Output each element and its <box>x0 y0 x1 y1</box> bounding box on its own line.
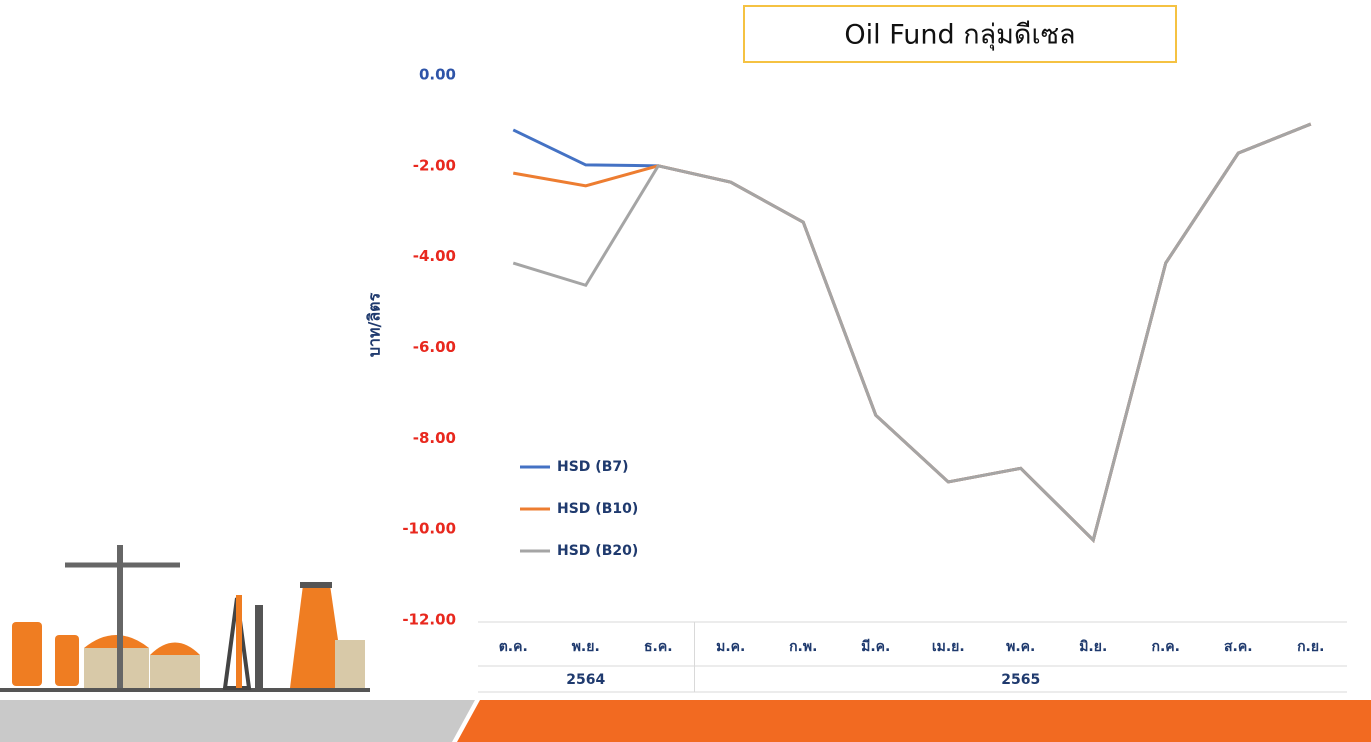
x-tick-label: ม.ค. <box>716 639 745 655</box>
x-tick-label: ก.พ. <box>789 639 817 655</box>
x-tick-label: ส.ค. <box>1224 639 1253 655</box>
series-line <box>512 122 1312 543</box>
legend-label: HSD (B20) <box>557 543 638 559</box>
y-tick-label: -4.00 <box>413 247 456 265</box>
y-axis-label: บาท/ลิตร <box>365 292 384 357</box>
y-tick-label: -12.00 <box>402 611 456 629</box>
x-group-label: 2565 <box>1001 672 1040 688</box>
x-tick-label: ต.ค. <box>499 639 528 655</box>
y-tick-label: -8.00 <box>413 429 456 447</box>
x-tick-label: มี.ค. <box>861 639 890 655</box>
series-line <box>512 122 1312 543</box>
y-tick-label: -10.00 <box>402 520 456 538</box>
legend-label: HSD (B7) <box>557 459 629 475</box>
decoration <box>0 5 1371 742</box>
y-tick-label: 0.00 <box>419 66 456 84</box>
legend-label: HSD (B10) <box>557 501 638 517</box>
y-tick-label: -6.00 <box>413 338 456 356</box>
x-tick-label: พ.ค. <box>1006 639 1035 655</box>
x-tick-label: มิ.ย. <box>1079 639 1107 655</box>
x-tick-label: พ.ย. <box>572 639 600 655</box>
x-tick-label: ธ.ค. <box>644 639 673 655</box>
y-tick-label: -2.00 <box>413 156 456 174</box>
x-tick-label: ก.ค. <box>1152 639 1180 655</box>
series-line <box>512 122 1312 543</box>
factory-illustration <box>0 545 370 692</box>
x-group-label: 2564 <box>566 672 605 688</box>
chart-title: Oil Fund กลุ่มดีเซล <box>844 20 1075 52</box>
x-tick-label: ก.ย. <box>1297 639 1324 655</box>
x-tick-label: เม.ย. <box>932 639 965 655</box>
